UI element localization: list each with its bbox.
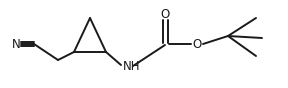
Text: O: O bbox=[192, 37, 202, 51]
Text: NH: NH bbox=[123, 59, 141, 73]
Text: O: O bbox=[160, 7, 170, 21]
Text: N: N bbox=[12, 37, 20, 51]
